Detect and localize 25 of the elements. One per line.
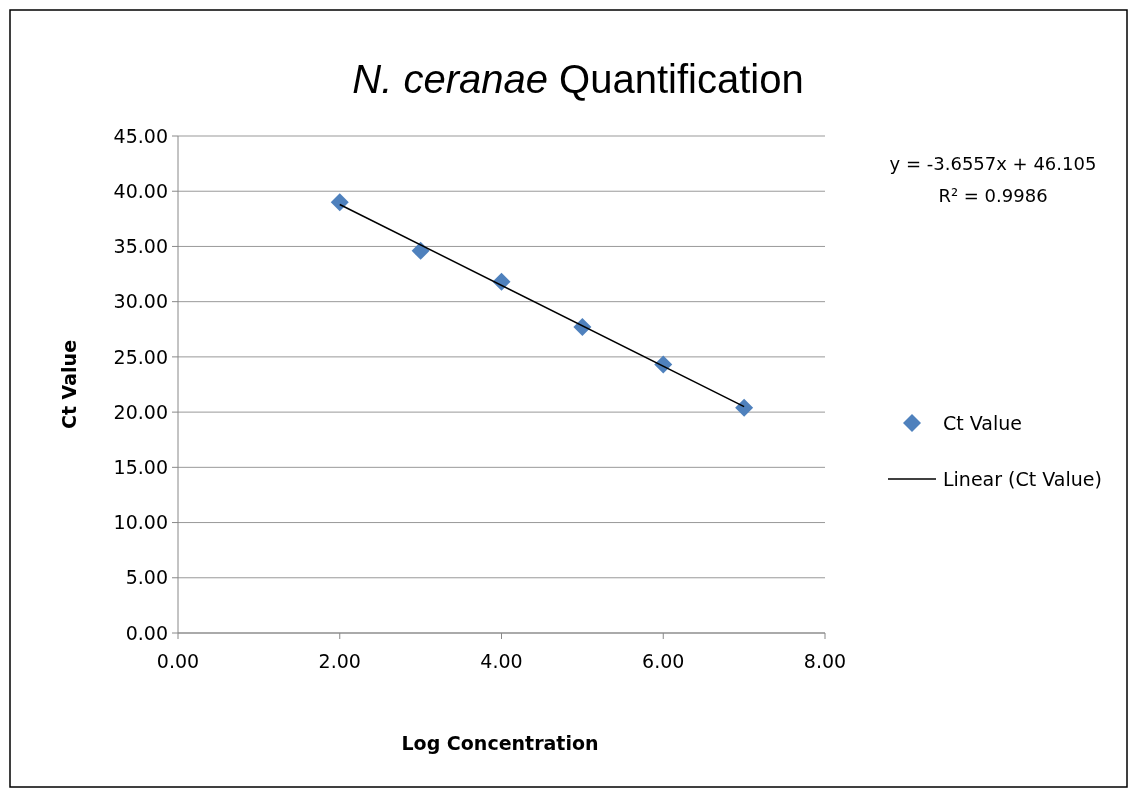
y-tick-label: 5.00 — [125, 566, 168, 589]
x-axis-title: Log Concentration — [401, 732, 599, 754]
point — [735, 398, 754, 417]
y-tick-label: 35.00 — [113, 235, 168, 258]
y-tick-label: 45.00 — [113, 124, 168, 147]
chart-title: N. ceranae Quantification — [352, 57, 804, 101]
x-tick-label: 8.00 — [803, 650, 847, 672]
y-tick-label: 10.00 — [113, 511, 168, 534]
x-tick-label: 6.00 — [642, 650, 685, 672]
y-tick-label: 15.00 — [113, 455, 168, 478]
x-tick-label: 2.00 — [318, 650, 361, 672]
text: R² = 0.9986 — [938, 185, 1048, 206]
legend-label: Ct Value — [943, 411, 1022, 434]
y-tick-label: 40.00 — [113, 179, 168, 202]
y-tick-label: 25.00 — [113, 345, 168, 368]
y-axis-title: Ct Value — [58, 339, 80, 430]
y-tick-label: 0.00 — [125, 621, 168, 644]
point — [411, 241, 430, 260]
point — [330, 193, 349, 212]
text: y = -3.6557x + 46.105 — [889, 153, 1097, 174]
y-tick-label: 30.00 — [113, 290, 168, 313]
x-tick-label: 0.00 — [156, 650, 200, 672]
x-tick-label: 4.00 — [480, 650, 523, 672]
legend-label: Linear (Ct Value) — [943, 467, 1102, 490]
y-tick-label: 20.00 — [113, 400, 168, 423]
